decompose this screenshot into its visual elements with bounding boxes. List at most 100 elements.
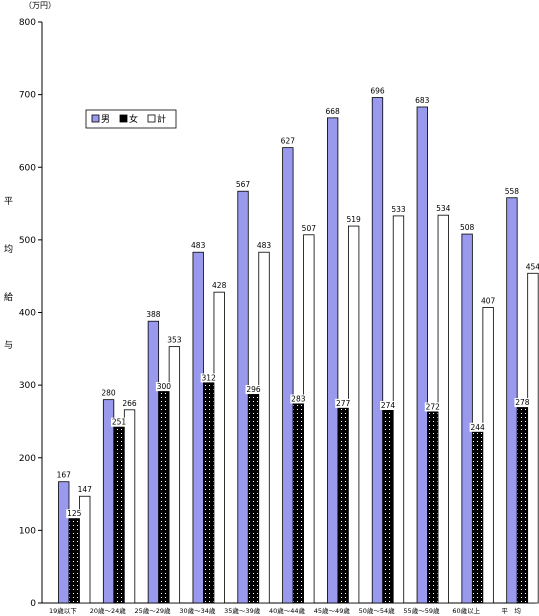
category-label: 40歳～44歳	[269, 606, 306, 615]
data-label: 508	[460, 223, 475, 232]
category-label: 35歳～39歳	[224, 606, 261, 615]
category-label: 55歳～59歳	[403, 606, 440, 615]
data-label: 167	[57, 471, 72, 480]
legend-swatch	[91, 114, 100, 123]
y-tick-label: 400	[19, 309, 36, 319]
data-label: 244	[470, 423, 485, 432]
data-label: 558	[505, 187, 520, 196]
bar-女-2	[158, 384, 170, 604]
y-tick-label: 300	[19, 381, 36, 391]
bar-女-8	[427, 405, 439, 604]
bar-女-1	[113, 420, 125, 604]
category-label: 50歳～54歳	[359, 606, 396, 615]
data-label-bg	[424, 402, 441, 412]
y-axis-label-char: 与	[4, 340, 13, 351]
data-label: 627	[281, 137, 296, 146]
data-label: 534	[436, 204, 451, 213]
category-label: 60歳以上	[452, 606, 480, 615]
bar-計-10	[527, 272, 539, 604]
y-tick-label: 100	[19, 526, 36, 536]
bar-計-2	[168, 346, 181, 604]
data-label: 483	[191, 241, 206, 250]
y-tick-label: 700	[19, 91, 36, 101]
y-axis-label-char: 均	[4, 243, 13, 255]
data-label-bg	[200, 373, 217, 383]
data-label: 407	[481, 296, 496, 305]
y-tick-label: 800	[19, 18, 36, 28]
unit-label: （万円）	[24, 1, 56, 10]
bar-計-9	[482, 307, 494, 604]
data-label: 277	[336, 399, 351, 408]
data-label-bg	[469, 422, 486, 432]
bar-女-10	[516, 400, 529, 604]
data-label: 696	[370, 87, 385, 96]
bar-計-0	[79, 495, 91, 604]
bar-男-5	[282, 147, 294, 604]
data-label: 454	[526, 262, 539, 271]
bar-男-3	[192, 251, 204, 604]
data-label: 353	[167, 336, 182, 345]
bar-女-9	[471, 425, 484, 604]
data-label: 507	[302, 224, 317, 233]
data-label: 125	[67, 509, 82, 518]
category-label: 30歳～34歳	[179, 606, 216, 615]
data-label: 274	[381, 401, 396, 410]
y-tick-label: 500	[19, 236, 36, 246]
y-axis-label-char: 給	[4, 291, 13, 303]
data-label: 300	[157, 382, 172, 391]
data-label: 668	[325, 107, 340, 116]
bar-計-6	[348, 225, 360, 604]
data-label-bg	[514, 398, 531, 408]
category-labels: 19歳以下 20歳～24歳 25歳～29歳 30歳～34歳 35歳～39歳 40歳～44歳…	[49, 606, 521, 615]
y-tick-label: 0	[30, 599, 36, 609]
bar-計-5	[303, 234, 315, 604]
data-label: 519	[346, 215, 361, 224]
bars	[58, 97, 539, 604]
bar-男-2	[147, 320, 160, 604]
legend-label: 男	[101, 114, 110, 125]
category-label: 20歳～24歳	[90, 606, 127, 615]
bar-女-0	[68, 511, 80, 604]
data-label-bg	[155, 382, 172, 392]
data-label-bg	[335, 398, 352, 408]
data-label-bg	[379, 401, 396, 411]
data-label: 567	[236, 180, 251, 189]
bar-男-1	[102, 399, 115, 604]
data-label: 272	[426, 402, 441, 411]
data-label: 483	[257, 241, 272, 250]
bar-計-3	[213, 291, 225, 604]
category-label: 25歳～29歳	[135, 606, 172, 615]
data-label-bg	[111, 417, 128, 427]
data-label: 280	[101, 389, 116, 398]
y-axis-label-char: 平	[4, 196, 13, 207]
bar-女-6	[337, 401, 349, 604]
bar-計-4	[258, 251, 270, 604]
y-ticks: 0 100 200 300 400 500 600 700 800	[19, 18, 42, 609]
data-label: 388	[146, 310, 161, 319]
data-label: 533	[391, 205, 406, 214]
legend: 男女計	[85, 109, 177, 129]
data-label-bg	[290, 394, 307, 404]
bar-女-4	[247, 387, 260, 604]
y-tick-label: 200	[19, 454, 36, 464]
data-labels: 167 125 147 280 251 266 388 300 353 483 312 428 567 2…	[57, 87, 539, 519]
bar-女-3	[203, 376, 215, 604]
bar-計-1	[123, 409, 136, 604]
y-tick-label: 600	[19, 163, 36, 173]
category-label: 平 均	[501, 606, 521, 615]
data-label-bg	[66, 509, 83, 519]
data-label: 312	[202, 373, 217, 382]
bar-女-7	[382, 403, 394, 604]
data-label: 683	[415, 96, 430, 105]
bar-男-0	[58, 481, 70, 604]
data-label: 428	[212, 281, 227, 290]
data-label: 147	[78, 485, 93, 494]
bar-男-7	[371, 97, 384, 604]
bar-男-9	[461, 233, 473, 604]
data-label: 296	[246, 385, 261, 394]
category-label: 45歳～49歳	[314, 606, 351, 615]
legend-label: 女	[129, 113, 138, 125]
bar-女-5	[292, 397, 304, 604]
